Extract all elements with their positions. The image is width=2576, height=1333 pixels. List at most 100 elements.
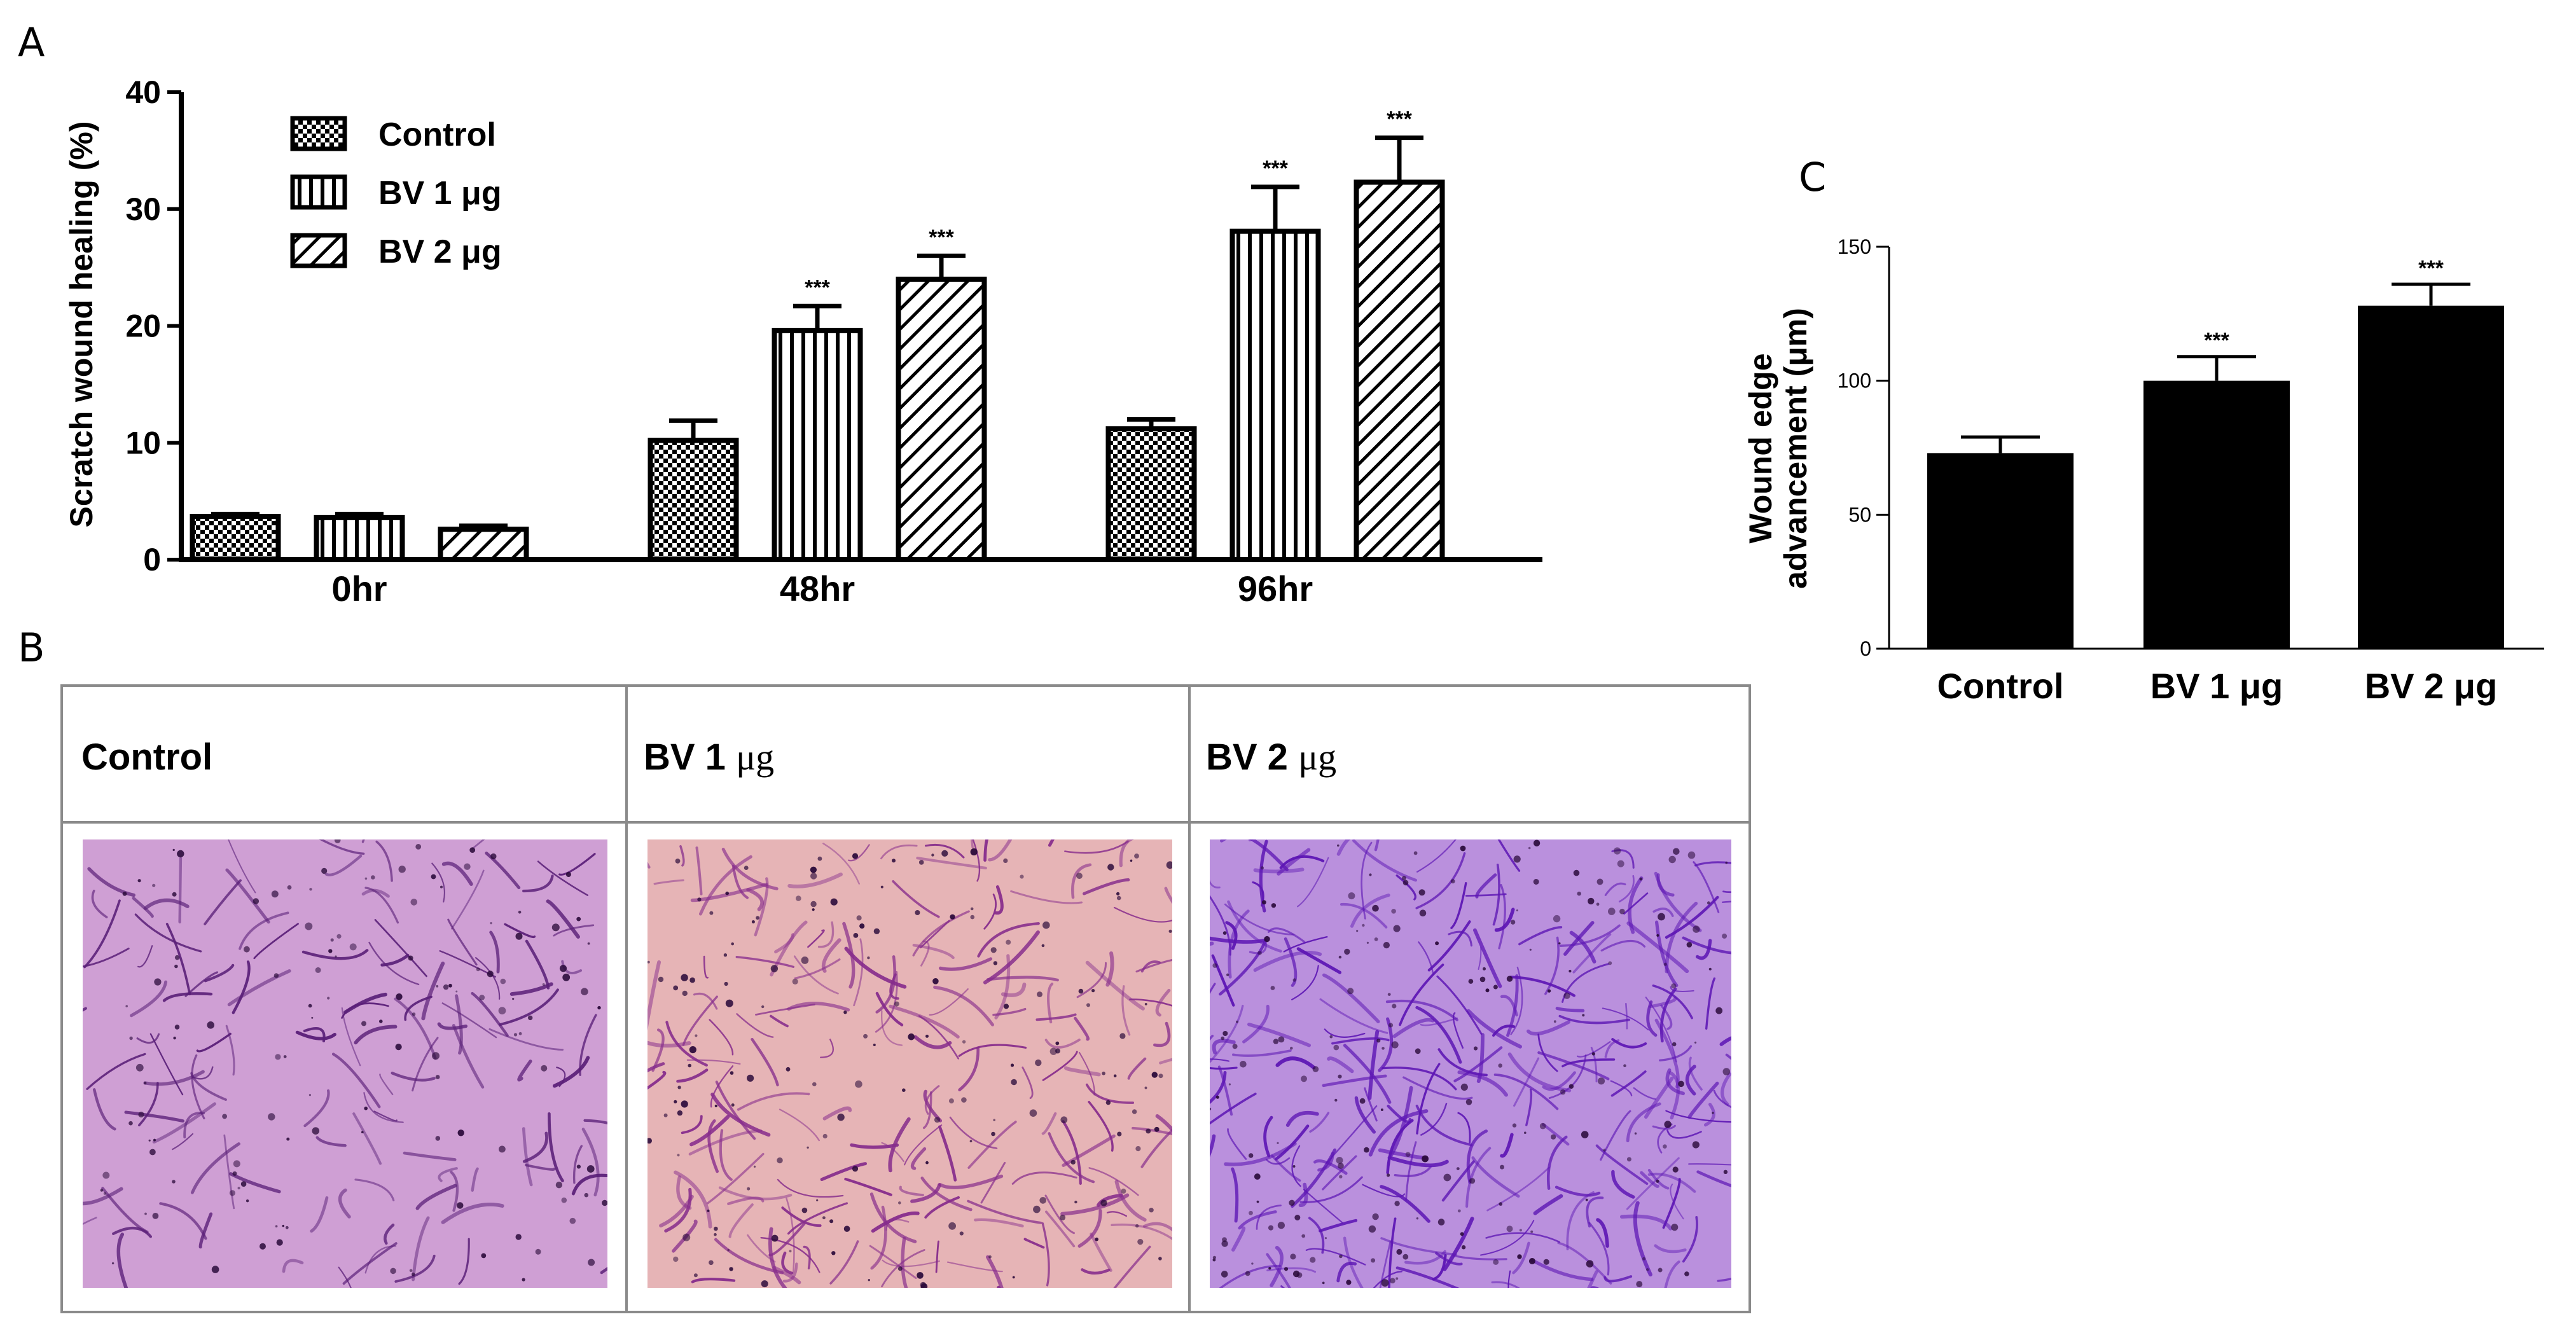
cell-process — [101, 1187, 149, 1234]
cell-process — [888, 1117, 911, 1173]
cell-nucleus — [1528, 1258, 1535, 1264]
cell-process — [239, 911, 289, 950]
cell-nucleus — [1707, 901, 1710, 905]
cell-process — [1291, 965, 1319, 1000]
cell-nucleus — [1166, 861, 1172, 869]
cell-process — [159, 1202, 207, 1240]
cell-nucleus — [1393, 925, 1401, 932]
cell-process — [970, 839, 974, 848]
cell-process — [1313, 1159, 1348, 1175]
chart-a-x-ticks: 0hr 48hr 96hr — [331, 569, 1313, 609]
cell-nucleus — [1105, 1100, 1111, 1105]
cell-nucleus — [1146, 1128, 1151, 1134]
cell-nucleus — [541, 1065, 548, 1072]
cell-nucleus — [154, 978, 162, 986]
cell-nucleus — [1586, 1260, 1594, 1267]
cell-nucleus — [1668, 855, 1676, 864]
cell-nucleus — [576, 1164, 581, 1169]
cell-nucleus — [315, 967, 321, 973]
cell-process — [875, 955, 896, 1014]
cell-nucleus — [880, 885, 883, 888]
cell-nucleus — [246, 1199, 249, 1203]
cell-process — [1703, 1103, 1715, 1127]
chart-a-bar-2-1 — [896, 277, 987, 562]
cell-nucleus — [1608, 908, 1616, 915]
cell-process — [698, 855, 752, 916]
cell-nucleus — [1418, 889, 1425, 896]
cell-process — [986, 1255, 1004, 1288]
cell-process — [1076, 962, 1107, 998]
cell-process — [1415, 852, 1466, 909]
cell-process — [681, 1115, 703, 1135]
cell-process — [1705, 977, 1716, 1030]
cell-process — [364, 887, 399, 924]
cell-process — [134, 913, 202, 953]
cell-nucleus — [148, 1139, 151, 1142]
chart-c-y-tick-label-0: 0 — [1860, 637, 1871, 660]
cell-process — [92, 1088, 116, 1131]
cell-process — [1048, 839, 1055, 847]
cell-nucleus — [1473, 1046, 1478, 1051]
cell-process — [674, 1170, 712, 1229]
cell-process — [331, 1053, 381, 1109]
chart-a-x-label-0: 0hr — [331, 569, 387, 609]
cell-nucleus — [1049, 1047, 1058, 1055]
cell-process — [1368, 1030, 1380, 1100]
cell-process — [1280, 1285, 1285, 1288]
cell-process — [441, 1002, 497, 1039]
cell-nucleus — [1210, 1107, 1212, 1110]
cell-process — [787, 872, 843, 888]
cell-nucleus — [1671, 983, 1677, 989]
cell-nucleus — [1060, 1116, 1068, 1124]
cell-process — [1611, 1170, 1635, 1199]
cell-process — [136, 1033, 160, 1044]
cell-nucleus — [125, 1005, 128, 1007]
micrograph-background-2 — [1210, 839, 1731, 1288]
cell-process — [451, 869, 485, 930]
cell-nucleus — [681, 1100, 688, 1108]
cell-nucleus — [1568, 1084, 1574, 1089]
cell-nucleus — [830, 898, 838, 906]
cell-nucleus — [1039, 1197, 1046, 1204]
cell-nucleus — [1228, 1083, 1231, 1086]
cell-process — [693, 992, 718, 1010]
cell-process — [1232, 1049, 1292, 1057]
cell-process — [310, 1196, 329, 1233]
cell-process — [324, 854, 363, 876]
cell-nucleus — [172, 1180, 176, 1184]
cell-nucleus — [586, 1165, 595, 1173]
chart-a-legend-label-0: Control — [378, 116, 496, 153]
chart-a-y-tick-label-0: 0 — [143, 542, 161, 577]
cell-nucleus — [476, 967, 480, 972]
cell-nucleus — [1144, 1086, 1147, 1089]
cell-process — [192, 1066, 214, 1080]
cell-process — [1559, 924, 1621, 947]
cell-nucleus — [1506, 976, 1513, 982]
cell-nucleus — [1262, 900, 1266, 905]
cell-process — [471, 1167, 479, 1192]
cell-process — [986, 976, 1059, 982]
cell-nucleus — [457, 1202, 464, 1209]
cell-process — [124, 1110, 184, 1123]
cell-process — [1402, 1076, 1473, 1100]
cell-process — [913, 1035, 952, 1049]
chart-a-legend-label-1: BV 1 μg — [378, 175, 502, 212]
cell-nucleus — [677, 1086, 681, 1089]
cell-process — [1140, 960, 1161, 973]
cell-process — [1047, 983, 1054, 1024]
cell-process — [1596, 1218, 1609, 1248]
cell-process — [1626, 921, 1689, 974]
cell-process — [1547, 1135, 1568, 1190]
cell-nucleus — [1468, 979, 1474, 984]
cell-nucleus — [515, 932, 523, 940]
cell-process — [1119, 839, 1135, 867]
cell-process — [1518, 926, 1563, 946]
cell-nucleus — [335, 955, 337, 958]
cell-process — [522, 1127, 533, 1187]
cell-process — [910, 1147, 927, 1170]
cell-nucleus — [1388, 1023, 1394, 1028]
cell-nucleus — [855, 1080, 862, 1088]
cell-nucleus — [1119, 1033, 1126, 1039]
cell-process — [363, 1092, 404, 1123]
cell-nucleus — [1673, 848, 1680, 855]
